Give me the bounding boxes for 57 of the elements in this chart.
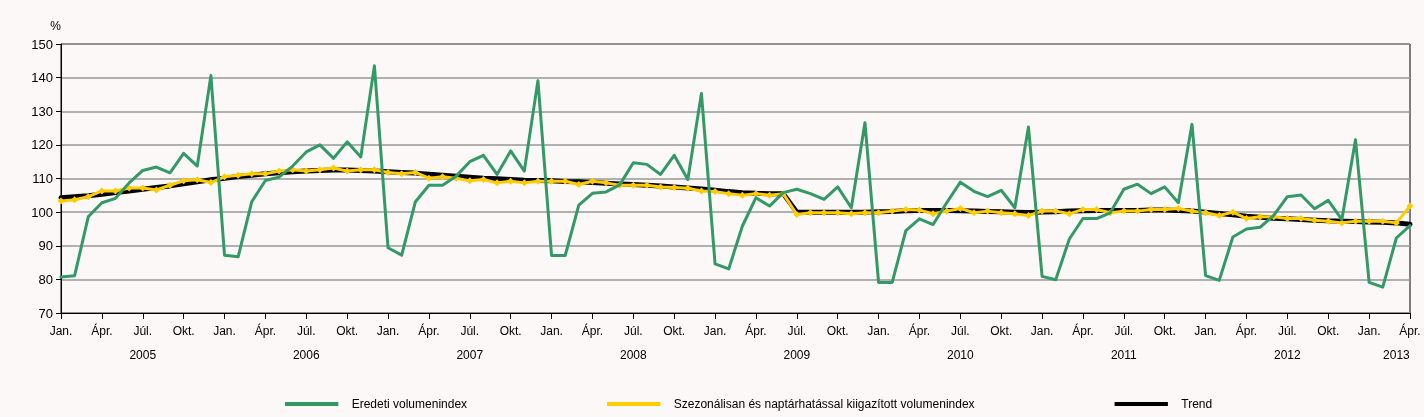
- x-tick-label: Okt.: [336, 324, 359, 338]
- x-tick-label: Jan.: [1030, 324, 1054, 338]
- x-tick-label: Júl.: [1278, 324, 1297, 338]
- x-tick-label: Jan.: [1357, 324, 1381, 338]
- text: 2012: [1274, 348, 1302, 362]
- x-tick-label: Okt.: [990, 324, 1013, 338]
- y-tick-label: 140: [31, 70, 53, 86]
- x-tick-label: Jan.: [49, 324, 73, 338]
- y-axis-title: %: [50, 19, 62, 33]
- x-tick-label: Ápr.: [418, 323, 440, 338]
- x-tick-label: Jan.: [703, 324, 727, 338]
- y-tick-label: 90: [38, 238, 53, 254]
- y-tick-label: 120: [31, 137, 53, 153]
- x-tick-label: Júl.: [296, 324, 316, 338]
- x-tick-label: Jan.: [1194, 324, 1217, 338]
- x-tick-label: Okt.: [1153, 324, 1176, 338]
- x-tick-label: Júl.: [133, 324, 153, 338]
- x-tick-label: Júl.: [787, 324, 807, 338]
- x-tick-label: Ápr.: [908, 323, 931, 338]
- line-series: [59, 64, 1412, 289]
- x-tick-label: Ápr.: [1072, 323, 1094, 338]
- x-tick-label: Ápr.: [1399, 323, 1421, 338]
- text: 2008: [619, 348, 647, 362]
- x-tick-label: Ápr.: [581, 323, 604, 338]
- x-tick-label: Jan.: [867, 324, 890, 338]
- x-tick-label: Jan.: [540, 324, 563, 338]
- y-tick-label: 110: [32, 171, 53, 186]
- legend-label: Trend: [1181, 397, 1213, 411]
- x-tick-label: Okt.: [172, 324, 195, 338]
- y-tick-label: 100: [31, 204, 53, 220]
- x-tick-label: Ápr.: [745, 323, 767, 338]
- legend-label: Szezonálisan és naptárhatással kiigazított volumenindex: [673, 397, 975, 411]
- text: 2009: [783, 348, 811, 362]
- y-tick-label: 130: [31, 103, 53, 119]
- text: 2013: [1383, 348, 1411, 362]
- x-tick-label: Okt.: [499, 324, 522, 338]
- text: 2011: [1110, 348, 1138, 362]
- x-tick-label: Ápr.: [91, 323, 113, 338]
- y-tick-label: 70: [38, 305, 53, 321]
- x-tick-label: Ápr.: [254, 323, 277, 338]
- y-tick-label: 150: [31, 36, 53, 52]
- text: 2006: [292, 348, 320, 362]
- y-tick-label: 80: [38, 271, 53, 287]
- text: 2005: [129, 348, 157, 362]
- text: 2010: [946, 348, 974, 362]
- x-tick-label: Jan.: [376, 324, 400, 338]
- text: 2007: [456, 348, 484, 362]
- x-tick-label: Júl.: [1114, 324, 1134, 338]
- x-tick-label: Júl.: [950, 324, 970, 338]
- x-tick-label: Jan.: [213, 324, 236, 338]
- x-tick-label: Okt.: [1317, 324, 1340, 338]
- x-tick-label: Júl.: [623, 324, 643, 338]
- legend-label: Eredeti volumenindex: [351, 397, 468, 411]
- x-tick-label: Ápr.: [1235, 323, 1258, 338]
- x-tick-label: Júl.: [460, 324, 480, 338]
- x-tick-label: Okt.: [663, 324, 686, 338]
- x-tick-label: Okt.: [826, 324, 849, 338]
